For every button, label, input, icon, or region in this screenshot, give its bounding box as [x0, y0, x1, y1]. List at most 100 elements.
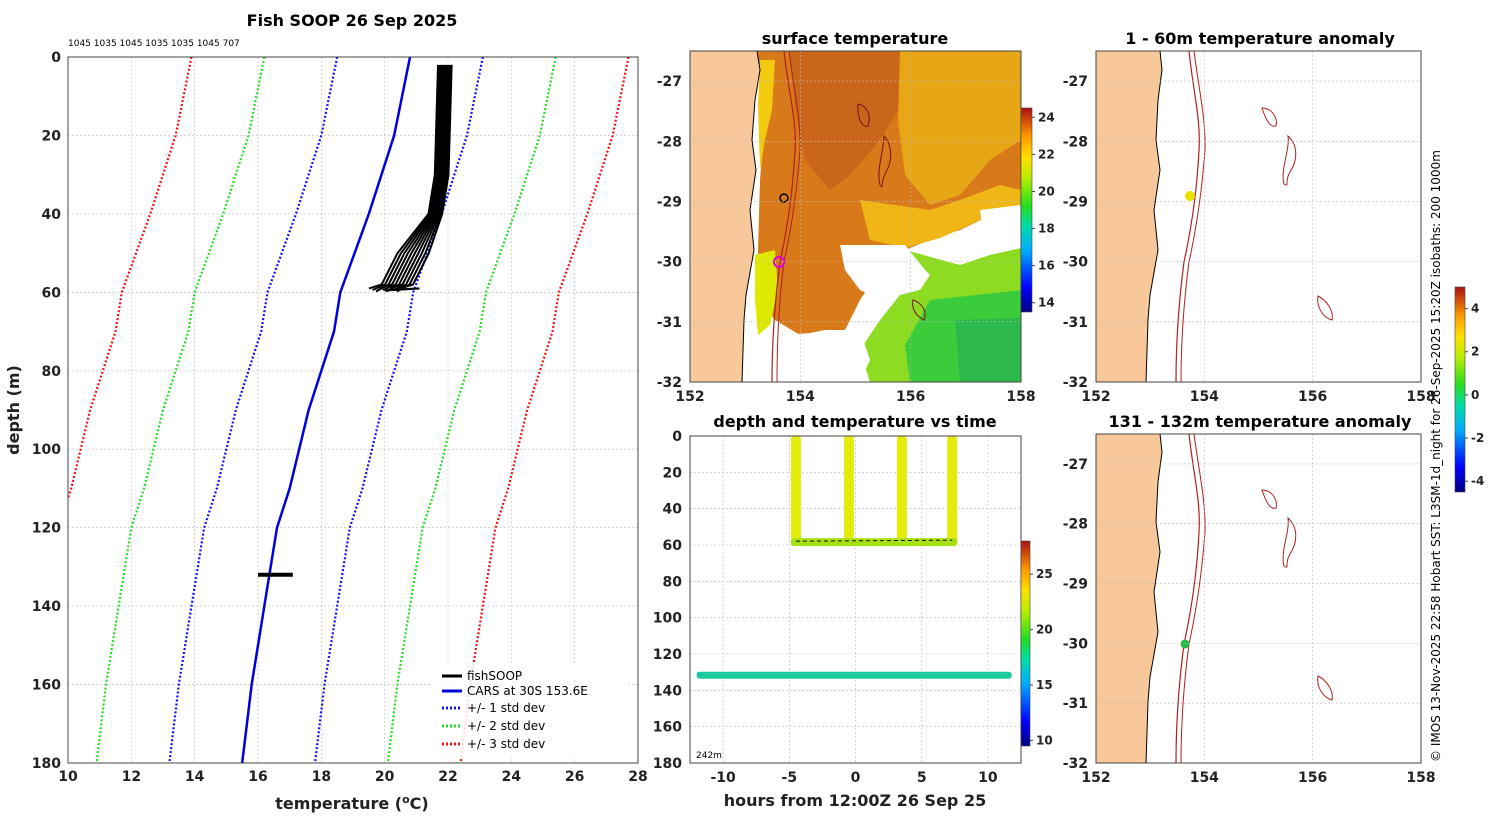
std2-upper-line	[386, 57, 557, 763]
sst-cloud-gap-1	[840, 245, 925, 300]
anomaly-lower-marker	[1180, 639, 1190, 649]
map-ytick: -29	[1063, 194, 1088, 210]
map-xtick: 154	[1190, 770, 1219, 786]
dt-xtick: 0	[851, 770, 861, 786]
map-xtick: 154	[1190, 389, 1219, 405]
map-ytick: -31	[657, 315, 682, 331]
dt-cast-column	[790, 436, 801, 544]
depth-time-chart: depth and temperature vs time -10 -5 0 5 100…	[653, 412, 1053, 810]
anomaly-upper-marker	[1185, 191, 1195, 201]
std3-upper-line	[459, 57, 630, 763]
anomaly-upper-frame	[1095, 50, 1422, 383]
colorbar-tick-label: 14	[1038, 296, 1055, 310]
dt-cast-column	[843, 436, 854, 544]
colorbar-tick-label: 10	[1036, 733, 1053, 747]
profile-ytick: 160	[32, 678, 61, 694]
map-ytick: -30	[657, 255, 683, 271]
dt-ytick: 180	[653, 756, 682, 772]
legend-std3: +/- 3 std dev	[467, 737, 545, 751]
legend-std1: +/- 1 std dev	[467, 701, 545, 715]
surface-temperature-map: surface temperature	[657, 29, 1055, 405]
dt-ytick: 120	[653, 647, 682, 663]
sst-coastal-yellow	[758, 60, 775, 170]
dt-xtick: -10	[710, 770, 736, 786]
main-title: Fish SOOP 26 Sep 2025	[247, 11, 458, 30]
dt-xtick: 5	[917, 770, 927, 786]
anomaly-lower-frame	[1095, 433, 1422, 764]
profile-xtick: 12	[122, 769, 141, 785]
std3-lower-line	[68, 57, 193, 502]
colorbar-tick-label: 24	[1038, 110, 1055, 124]
map-xtick: 158	[1006, 389, 1035, 405]
isobath-1000m	[771, 51, 796, 382]
fishsoop-cast	[400, 64, 453, 290]
profile-xlabel: temperature (oC)	[275, 793, 428, 813]
coastline-land-upper	[1096, 51, 1163, 382]
map-ytick: -32	[1063, 375, 1088, 391]
seamount-contour-3	[912, 299, 926, 321]
sst-yellow-band	[860, 185, 1021, 248]
profile-ytick: 0	[51, 50, 61, 66]
map-ytick: -28	[657, 134, 682, 150]
map-ytick: -29	[1063, 577, 1088, 593]
map-xtick: 156	[1298, 389, 1327, 405]
dt-xtick: 10	[978, 770, 998, 786]
fishsoop-cast	[372, 64, 441, 291]
profile-ytick: 140	[32, 599, 61, 615]
colorbar-tick-label: 2	[1471, 345, 1479, 359]
profile-ticks: 10 12 14 16 18 20 22 24 26 28 0 20 40 60 80 100 120 140 16…	[32, 50, 648, 785]
colorbar-tick-label: 16	[1038, 259, 1055, 273]
marker-start	[779, 193, 789, 203]
map-ytick: -31	[1063, 696, 1088, 712]
seamount-upper-1	[1261, 107, 1277, 127]
profile-xtick: 14	[185, 769, 205, 785]
sst-yellow-east	[898, 51, 1021, 205]
colorbar-tick-label: 20	[1036, 623, 1053, 637]
profile-xtick: 26	[565, 769, 584, 785]
seamount-upper-2	[1282, 134, 1297, 186]
map-xtick: 152	[1081, 389, 1110, 405]
sst-hot-core	[790, 51, 905, 190]
std2-lower-line	[95, 57, 266, 763]
fishsoop-cast	[368, 64, 439, 290]
profile-ytick: 120	[32, 521, 61, 537]
sst-colorbar	[1020, 107, 1033, 313]
profile-ytick: 40	[42, 207, 62, 223]
colorbar-tick-label: -4	[1471, 474, 1484, 488]
cars-climatology-line	[240, 57, 412, 763]
surface-map-ticks: 152 154 156 158 -27 -28 -29 -30 -31 -32	[657, 74, 1036, 405]
anomaly-lower-map: 131 - 132m temperature anomaly 152 154 156…	[1063, 412, 1436, 786]
map-xtick: 158	[1406, 389, 1435, 405]
anomaly-colorbar-ticks: 4 2 0 -2 -4	[1465, 302, 1484, 488]
anomaly-lower-title: 131 - 132m temperature anomaly	[1109, 412, 1412, 431]
profile-xtick: 24	[502, 769, 522, 785]
coastline-land-lower	[1096, 434, 1163, 763]
profile-grid	[67, 56, 639, 764]
map-ytick: -27	[1063, 74, 1088, 90]
map-ytick: -29	[657, 194, 682, 210]
anomaly-lower-ticks: 152 154 156 158 -27 -28 -29 -30 -31 -32	[1063, 457, 1436, 786]
dt-deep-record	[696, 671, 1012, 679]
dt-ytick: 80	[663, 574, 683, 590]
map-xtick: 154	[786, 389, 815, 405]
profile-legend: fishSOOP CARS at 30S 153.6E +/- 1 std de…	[432, 664, 628, 758]
dt-ytick: 140	[653, 683, 682, 699]
profile-ids: 1045 1035 1045 1035 1035 1045 707	[68, 39, 240, 49]
profile-xtick: 18	[312, 769, 331, 785]
map-ytick: -28	[1063, 134, 1088, 150]
fishsoop-cast	[379, 64, 444, 290]
temperature-profile-chart: Fish SOOP 26 Sep 2025 1045 1035 1045 103…	[4, 11, 648, 813]
colorbar-tick-label: 18	[1038, 222, 1055, 236]
profile-xtick: 22	[438, 769, 457, 785]
dt-cast-column	[947, 436, 958, 544]
colorbar-tick-label: 0	[1471, 388, 1479, 402]
profile-xtick: 10	[58, 769, 78, 785]
seamount-contour-2	[878, 134, 892, 188]
marker-station	[773, 256, 785, 268]
colorbar-tick-label: 22	[1038, 147, 1055, 161]
seamount-lower-1	[1261, 489, 1277, 509]
colorbar-tick-label: 20	[1038, 184, 1055, 198]
depth-time-series	[696, 436, 1012, 679]
map-ytick: -31	[1063, 315, 1088, 331]
colorbar-tick-label: 25	[1036, 567, 1053, 581]
